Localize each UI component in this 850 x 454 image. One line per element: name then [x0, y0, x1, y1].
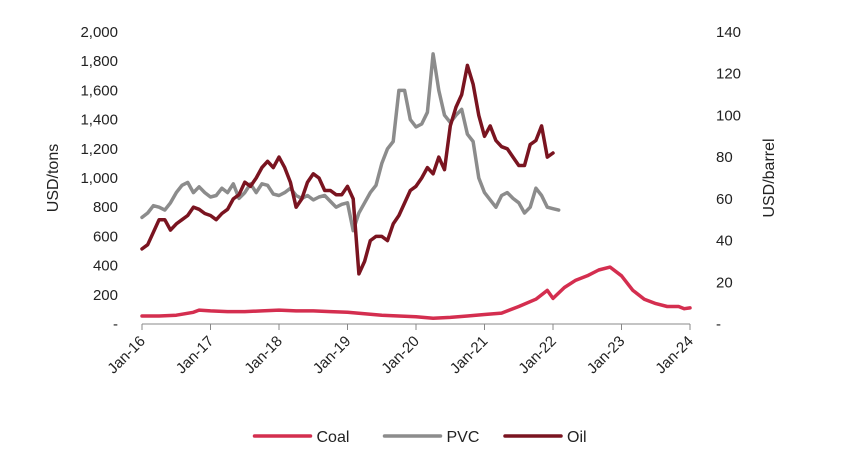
- x-tick-label: Jan-18: [241, 333, 285, 377]
- y-left-tick-label: 1,800: [80, 53, 118, 70]
- y-right-tick-label: 100: [716, 107, 741, 124]
- x-tick-label: Jan-23: [584, 333, 628, 377]
- y-left-tick-label: 400: [93, 258, 118, 275]
- y-left-tick-label: -: [113, 316, 118, 333]
- legend-label-pvc: PVC: [447, 429, 480, 446]
- y-right-tick-label: 120: [716, 66, 741, 83]
- y-right-tick-label: 40: [716, 233, 733, 250]
- y-left-tick-label: 1,400: [80, 112, 118, 129]
- y-axis-right-label: USD/barrel: [761, 138, 778, 217]
- x-tick-label: Jan-20: [378, 333, 422, 377]
- y-axis-left-label: USD/tons: [45, 144, 62, 212]
- y-left-tick-label: 600: [93, 228, 118, 245]
- x-tick-label: Jan-22: [515, 333, 559, 377]
- x-tick-label: Jan-24: [652, 333, 696, 377]
- y-left-tick-label: 1,600: [80, 82, 118, 99]
- legend-label-coal: Coal: [317, 429, 350, 446]
- x-tick-label: Jan-16: [104, 333, 148, 377]
- y-left-tick-label: 800: [93, 199, 118, 216]
- y-left-tick-label: 1,000: [80, 170, 118, 187]
- y-right-tick-label: 140: [716, 24, 741, 41]
- series-layer: [140, 52, 692, 320]
- series-line-coal: [140, 265, 692, 320]
- y-right-tick-label: -: [716, 316, 721, 333]
- legend: Coal PVC Oil: [252, 429, 587, 446]
- legend-label-oil: Oil: [567, 429, 587, 446]
- axes: Jan-16 Jan-17 Jan-18 Jan-19 Jan-20 Jan-21 Jan-…: [80, 24, 741, 377]
- y-right-tick-label: 80: [716, 149, 733, 166]
- x-tick-label: Jan-19: [310, 333, 354, 377]
- x-tick-label: Jan-21: [447, 333, 491, 377]
- x-tick-label: Jan-17: [173, 333, 217, 377]
- y-right-tick-label: 60: [716, 191, 733, 208]
- y-left-tick-label: 200: [93, 287, 118, 304]
- series-line-pvc: [140, 52, 561, 233]
- y-right-tick-label: 20: [716, 274, 733, 291]
- series-line-oil: [140, 63, 555, 276]
- y-left-tick-label: 1,200: [80, 141, 118, 158]
- y-left-tick-label: 2,000: [80, 24, 118, 41]
